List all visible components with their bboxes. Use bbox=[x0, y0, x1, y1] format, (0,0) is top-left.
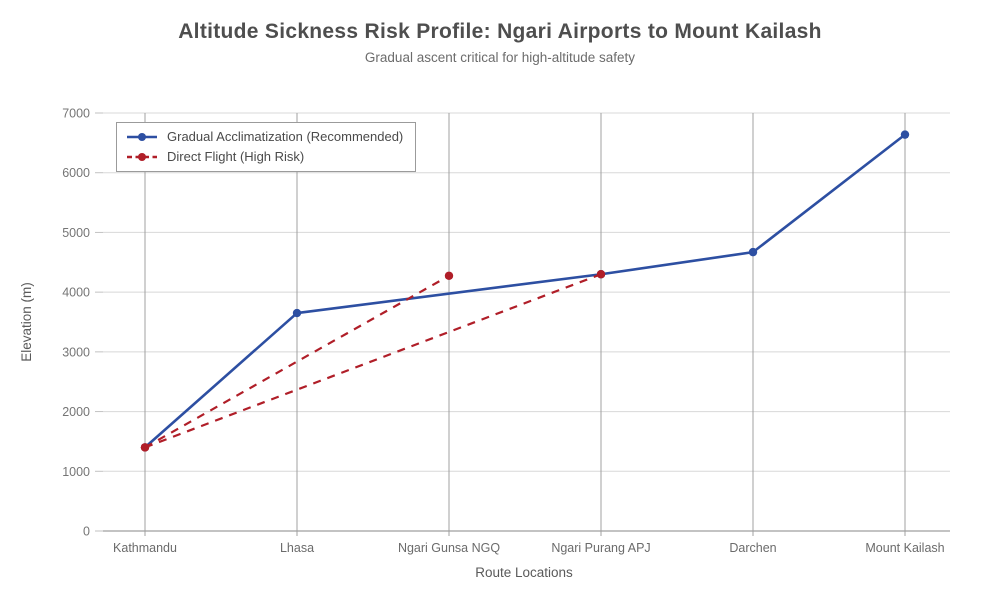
legend-solid-line-marker-icon bbox=[127, 132, 157, 141]
y-tick-label: 5000 bbox=[62, 226, 90, 240]
series-line-0 bbox=[143, 133, 907, 449]
y-tick-label: 0 bbox=[83, 525, 90, 539]
data-point bbox=[444, 271, 454, 280]
chart-subtitle: Gradual ascent critical for high-altitud… bbox=[364, 50, 636, 65]
y-tick-label: 3000 bbox=[62, 345, 90, 359]
x-tick-label: Lhasa bbox=[280, 541, 314, 555]
chart-title: Altitude Sickness Risk Profile: Ngari Ai… bbox=[178, 20, 822, 43]
legend-item-direct-flight: Direct Flight (High Risk) bbox=[125, 148, 403, 165]
y-tick-label: 4000 bbox=[62, 286, 90, 300]
y-tick-label: 6000 bbox=[62, 166, 90, 180]
x-tick-label: Kathmandu bbox=[113, 541, 177, 555]
series-segment-1 bbox=[144, 274, 450, 449]
y-axis-title: Elevation (m) bbox=[19, 282, 34, 362]
y-tick-label: 2000 bbox=[62, 405, 90, 419]
data-point bbox=[140, 443, 150, 452]
data-point bbox=[748, 247, 758, 257]
y-tick-label: 7000 bbox=[62, 107, 90, 121]
legend-dashed-line-marker-icon bbox=[127, 152, 157, 161]
series-segment-1 bbox=[144, 273, 602, 449]
x-tick-label: Ngari Purang APJ bbox=[551, 541, 650, 555]
legend-item-gradual-acclimatization: Gradual Acclimatization (Recommended) bbox=[125, 128, 403, 145]
x-tick-label: Darchen bbox=[729, 541, 776, 555]
x-tick-label: Ngari Gunsa NGQ bbox=[398, 541, 500, 555]
x-axis-title: Route Locations bbox=[475, 565, 573, 580]
data-point bbox=[596, 270, 606, 279]
legend-label: Direct Flight (High Risk) bbox=[167, 149, 305, 164]
y-tick-label: 1000 bbox=[62, 465, 90, 479]
legend: Gradual Acclimatization (Recommended) Di… bbox=[116, 122, 417, 172]
data-point bbox=[292, 308, 302, 318]
x-tick-label: Mount Kailash bbox=[865, 541, 944, 555]
legend-label: Gradual Acclimatization (Recommended) bbox=[167, 129, 404, 144]
data-point bbox=[900, 130, 910, 139]
